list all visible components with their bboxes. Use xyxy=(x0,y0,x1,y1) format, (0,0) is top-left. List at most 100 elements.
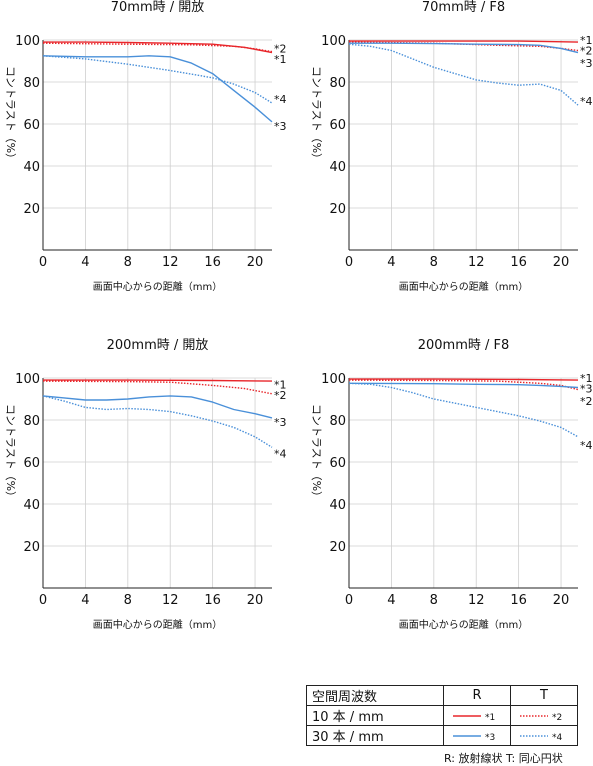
y-tick-label: 60 xyxy=(23,456,40,471)
x-tick-label: 12 xyxy=(468,593,485,608)
x-tick-label: 0 xyxy=(345,593,353,608)
series-line-4 xyxy=(42,55,273,104)
chart-title: 70mm時 / 開放 xyxy=(111,0,205,15)
legend-r-10: *1 xyxy=(443,705,511,726)
legend-footer: R: 放射線状 T: 同心円状 xyxy=(444,752,563,765)
chart-title: 70mm時 / F8 xyxy=(422,0,505,15)
series-end-marker: *4 xyxy=(274,448,287,461)
legend-mark: *4 xyxy=(552,733,563,743)
series-end-marker: *2 xyxy=(274,42,287,55)
x-tick-label: 20 xyxy=(247,255,264,270)
legend-row-label: 30 本 / mm xyxy=(306,725,444,746)
x-tick-label: 12 xyxy=(468,255,485,270)
chart-panel: 70mm時 / F8 0 4 8 12 16 20 20 40 60 80 100 画面中心からの距離（… xyxy=(310,0,593,293)
x-tick-label: 20 xyxy=(247,593,264,608)
y-axis-label: コントラスト（%） xyxy=(4,404,17,502)
y-tick-label: 80 xyxy=(329,414,346,429)
x-axis-label: 画面中心からの距離（mm） xyxy=(399,280,528,293)
series-line-3 xyxy=(42,55,273,123)
y-tick-label: 100 xyxy=(321,372,346,387)
x-axis-label: 画面中心からの距離（mm） xyxy=(93,618,222,631)
series-end-marker: *3 xyxy=(580,57,593,70)
x-tick-label: 12 xyxy=(162,255,179,270)
series-end-marker: *1 xyxy=(274,378,287,391)
series-line-4 xyxy=(42,395,273,448)
legend-r-30: *3 xyxy=(443,725,511,746)
y-tick-label: 80 xyxy=(23,414,40,429)
y-axis-label: コントラスト（%） xyxy=(4,66,17,164)
legend-mark: *3 xyxy=(485,733,495,743)
x-tick-label: 8 xyxy=(124,255,132,270)
x-tick-label: 16 xyxy=(510,593,527,608)
y-tick-label: 40 xyxy=(23,160,40,175)
y-tick-label: 60 xyxy=(23,118,40,133)
y-tick-label: 80 xyxy=(329,76,346,91)
series-end-marker: *3 xyxy=(580,383,593,396)
x-tick-label: 4 xyxy=(81,255,89,270)
series-end-marker: *2 xyxy=(580,45,593,58)
y-tick-label: 40 xyxy=(23,498,40,513)
y-tick-label: 40 xyxy=(329,498,346,513)
legend-col-r: R xyxy=(443,685,511,706)
series-end-marker: *1 xyxy=(580,34,593,47)
y-tick-label: 20 xyxy=(329,202,346,217)
y-tick-label: 20 xyxy=(329,540,346,555)
y-tick-label: 100 xyxy=(321,34,346,49)
series-end-marker: *4 xyxy=(580,439,593,452)
series-line-4 xyxy=(348,43,579,106)
series-end-marker: *3 xyxy=(274,416,287,429)
series-line-3 xyxy=(42,395,273,419)
legend-col-t: T xyxy=(510,685,578,706)
y-tick-label: 80 xyxy=(23,76,40,91)
x-axis-label: 画面中心からの距離（mm） xyxy=(399,618,528,631)
y-axis-label: コントラスト（%） xyxy=(310,404,323,502)
y-tick-label: 60 xyxy=(329,456,346,471)
series-line-3 xyxy=(348,382,579,389)
x-tick-label: 16 xyxy=(510,255,527,270)
series-line-3 xyxy=(349,42,579,54)
x-tick-label: 20 xyxy=(553,255,570,270)
mtf-charts: 70mm時 / 開放0 4 8 12 16 2020406080100画面中心からの距離（… xyxy=(4,0,593,631)
y-tick-label: 20 xyxy=(23,540,40,555)
legend-t-10: *2 xyxy=(510,705,578,726)
x-tick-label: 8 xyxy=(124,593,132,608)
x-tick-label: 16 xyxy=(204,593,221,608)
series-end-marker: *1 xyxy=(274,53,287,66)
x-tick-label: 0 xyxy=(345,255,353,270)
x-tick-label: 0 xyxy=(39,593,47,608)
series-line-2 xyxy=(42,42,273,53)
chart-panel: 70mm時 / 開放 0 4 8 12 16 20 20 40 60 80 100 画面中心からの距離（… xyxy=(4,0,287,293)
series-line-1 xyxy=(349,40,579,43)
x-axis-label: 画面中心からの距離（mm） xyxy=(93,280,222,293)
x-tick-label: 4 xyxy=(387,593,395,608)
legend-row-label: 10 本 / mm xyxy=(306,705,444,726)
y-tick-label: 100 xyxy=(15,34,40,49)
series-end-marker: *4 xyxy=(274,93,287,106)
series-end-marker: *2 xyxy=(274,389,287,402)
legend-t-30: *4 xyxy=(510,725,578,746)
series-line-1 xyxy=(43,379,273,382)
legend-header-label: 空間周波数 xyxy=(306,685,444,706)
chart-title: 200mm時 / 開放 xyxy=(107,338,209,353)
x-tick-label: 4 xyxy=(81,593,89,608)
y-axis-label: コントラスト（%） xyxy=(310,66,323,164)
legend-mark: *2 xyxy=(552,713,562,723)
series-end-marker: *1 xyxy=(580,372,593,385)
x-tick-label: 8 xyxy=(430,255,438,270)
chart-panel: 200mm時 / 開放 0 4 8 12 16 20 20 40 60 80 100 画面中心からの距離… xyxy=(4,338,287,631)
legend-table: 空間周波数 R T 10 本 / mm *1 *2 30 本 / mm *3 xyxy=(306,685,578,746)
series-end-marker: *2 xyxy=(580,395,593,408)
series-end-marker: *3 xyxy=(274,120,287,133)
y-tick-label: 100 xyxy=(15,372,40,387)
series-line-2 xyxy=(348,379,579,391)
x-tick-label: 0 xyxy=(39,255,47,270)
series-line-4 xyxy=(348,382,579,438)
x-tick-label: 20 xyxy=(553,593,570,608)
x-tick-label: 4 xyxy=(387,255,395,270)
y-tick-label: 20 xyxy=(23,202,40,217)
chart-title: 200mm時 / F8 xyxy=(418,338,510,353)
y-tick-label: 40 xyxy=(329,160,346,175)
x-tick-label: 8 xyxy=(430,593,438,608)
chart-panel: 200mm時 / F8 0 4 8 12 16 20 20 40 60 80 100 画面中心からの距離… xyxy=(310,338,593,631)
series-end-marker: *4 xyxy=(580,95,593,108)
